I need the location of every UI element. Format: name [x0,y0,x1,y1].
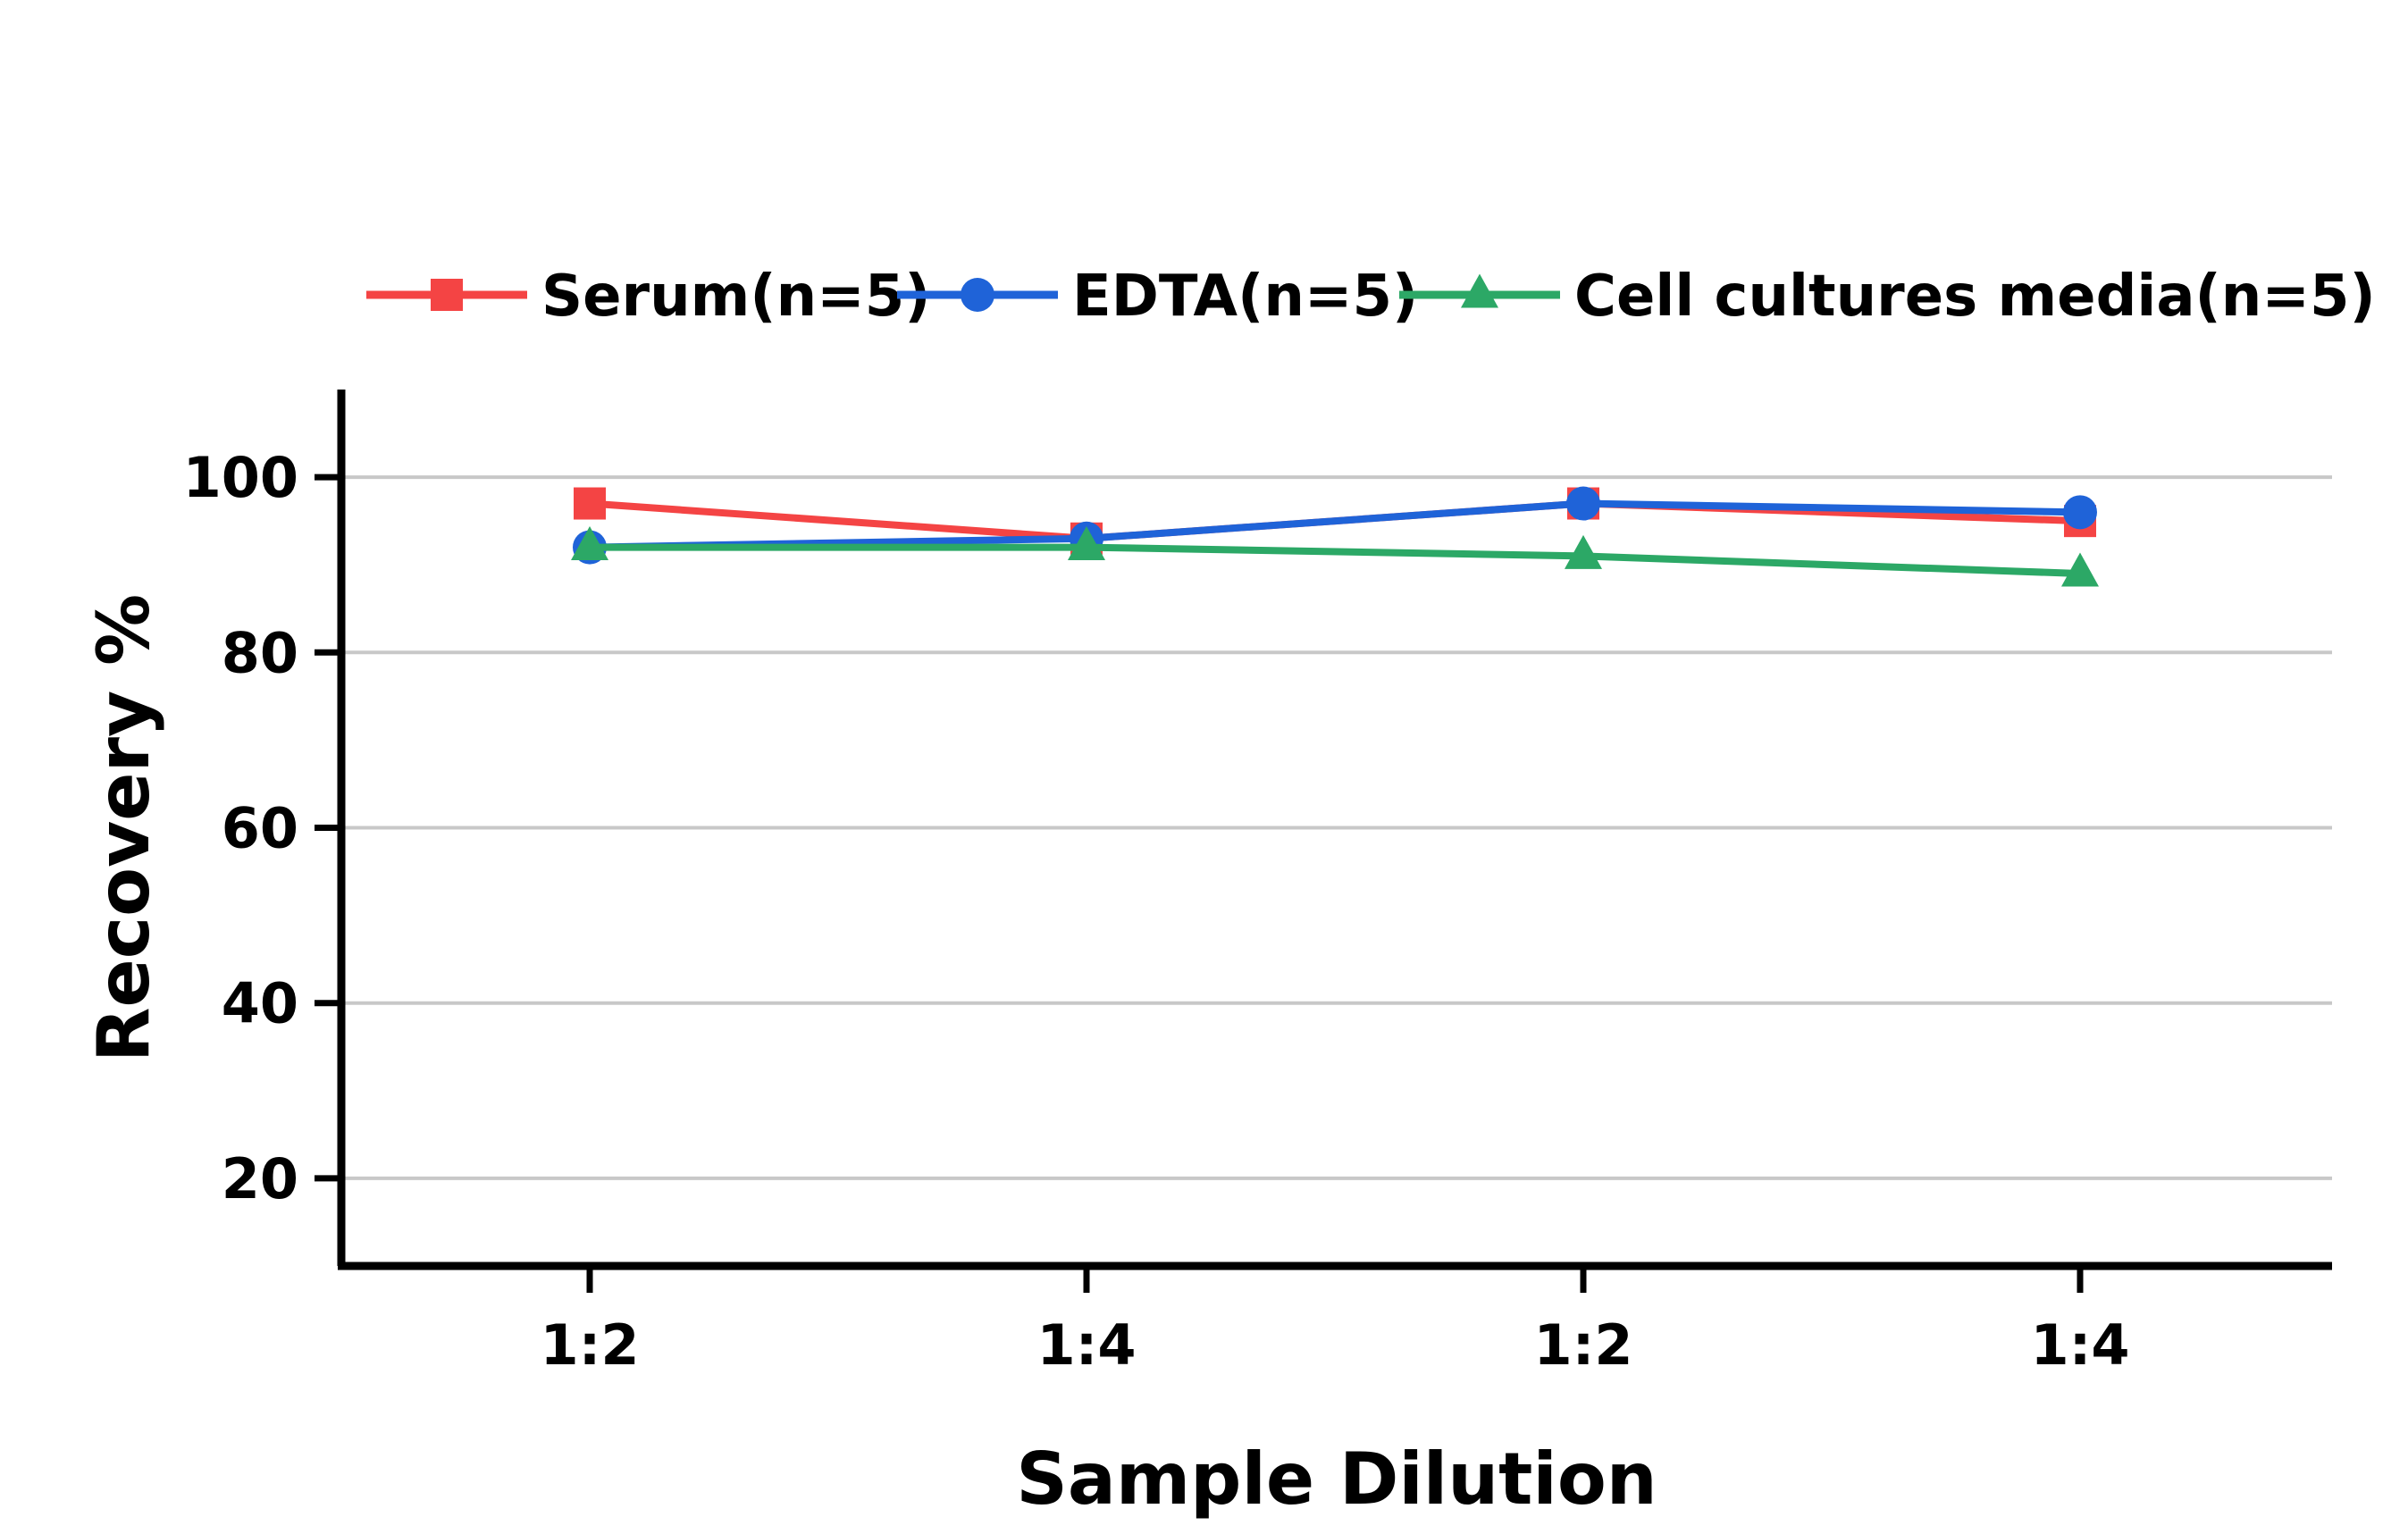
series-line [589,499,2081,551]
legend-item: Serum(n=5) [366,264,931,330]
legend-label: Cell cultures media(n=5) [1574,264,2376,330]
legend-item: EDTA(n=5) [897,264,1418,330]
x-tick-label: 1:2 [1533,1312,1632,1378]
data-point [1068,526,1105,561]
data-point [574,487,606,520]
x-tick-label: 1:4 [1036,1312,1136,1378]
series-2 [571,526,2099,587]
data-point [2063,495,2097,530]
y-tick-label: 60 [222,796,298,861]
data-point [2061,552,2099,587]
series-line [590,543,2081,578]
legend-marker [961,278,994,312]
grid-lines [341,475,2332,1180]
legend-marker [431,279,463,311]
y-tick-label: 40 [222,971,298,1036]
legend-label: Serum(n=5) [541,264,931,330]
data-point [1566,486,1600,521]
series-layer [571,486,2099,587]
x-tick-label: 1:4 [2030,1312,2129,1378]
y-axis-title: Recovery % [82,594,165,1062]
legend-label: EDTA(n=5) [1072,264,1418,330]
y-ticks: 20 40 60 80 100 [183,445,341,1211]
legend-marker [1461,273,1498,308]
x-axis-title: Sample Dilution [1016,1438,1657,1521]
x-tick-label: 1:2 [540,1312,639,1378]
y-tick-label: 20 [222,1146,298,1211]
legend-item: Cell cultures media(n=5) [1399,264,2376,330]
data-point [1565,534,1602,569]
y-tick-label: 80 [222,620,298,685]
x-ticks: 1:2 1:4 1:2 1:4 [540,1266,2130,1378]
y-tick-label: 100 [183,445,298,510]
data-point [571,526,608,561]
legend: Serum(n=5) EDTA(n=5) Cell cultures media(n… [366,264,2376,330]
